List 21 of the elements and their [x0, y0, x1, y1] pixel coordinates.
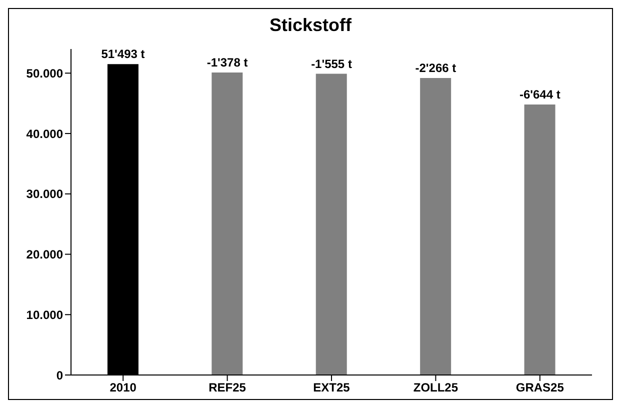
- bar: [316, 74, 347, 375]
- y-tick-label: 10.000: [26, 308, 64, 322]
- y-tick-label: 0: [56, 368, 64, 382]
- bar: [212, 72, 243, 375]
- annotation: -6'644 t: [519, 88, 560, 102]
- x-tick-label: ZOLL25: [413, 380, 458, 395]
- annotation: -2'266 t: [415, 60, 456, 75]
- y-tick-label: 50.000: [26, 66, 64, 80]
- x-tick-label: EXT25: [313, 380, 350, 395]
- y-tick-label: 20.000: [26, 248, 64, 262]
- chart-title: Stickstoff: [268, 14, 352, 37]
- y-tick-label: 40.000: [26, 126, 64, 141]
- y-tick-label: 30.000: [26, 187, 64, 202]
- x-tick-label: GRAS25: [516, 380, 564, 395]
- bar: [524, 104, 556, 375]
- annotation: -1'555 t: [311, 56, 352, 71]
- x-tick-label: 2010: [110, 380, 137, 395]
- data-label: 51'493 t: [101, 47, 145, 62]
- annotation: -1'378 t: [206, 56, 248, 70]
- x-tick-label: REF25: [208, 380, 246, 395]
- bar: [420, 78, 452, 375]
